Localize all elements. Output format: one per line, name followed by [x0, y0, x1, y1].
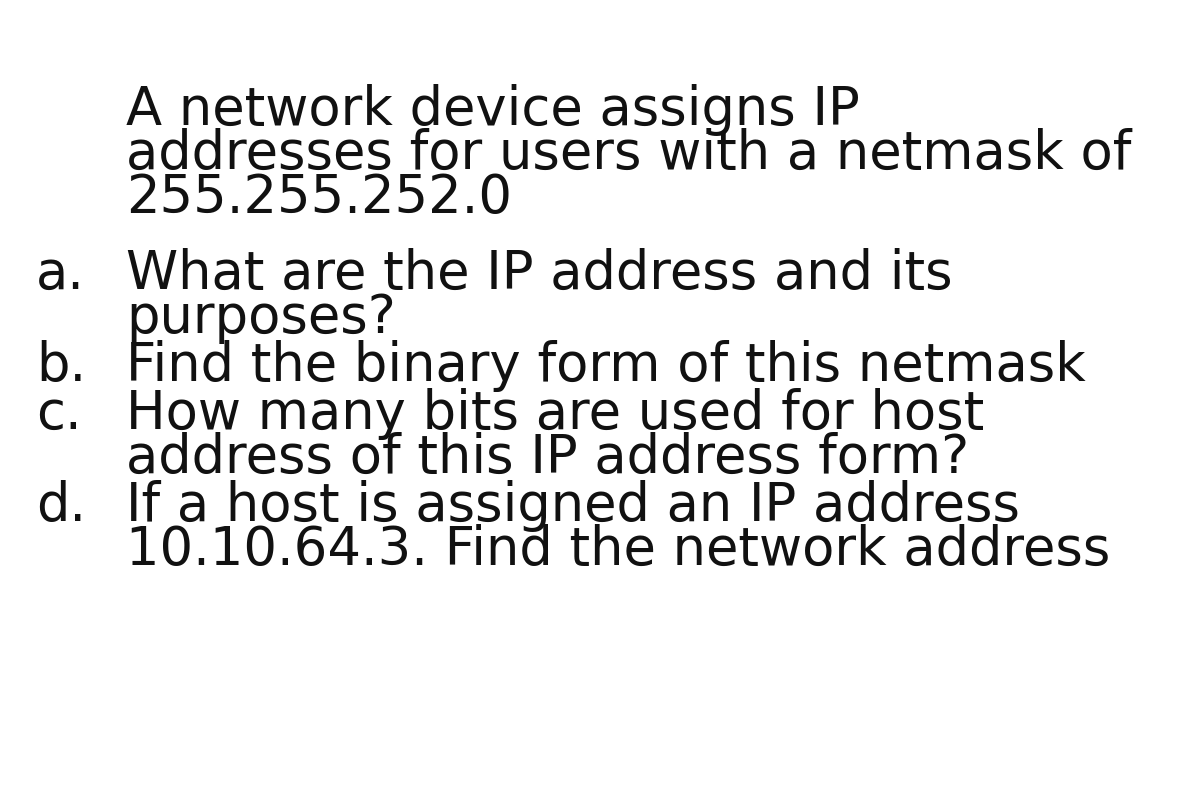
Text: address of this IP address form?: address of this IP address form?: [126, 432, 970, 484]
Text: Find the binary form of this netmask: Find the binary form of this netmask: [126, 340, 1086, 392]
Text: How many bits are used for host: How many bits are used for host: [126, 388, 984, 440]
Text: d.: d.: [36, 480, 86, 532]
Text: b.: b.: [36, 340, 86, 392]
Text: 255.255.252.0: 255.255.252.0: [126, 172, 512, 224]
Text: c.: c.: [36, 388, 82, 440]
Text: If a host is assigned an IP address: If a host is assigned an IP address: [126, 480, 1020, 532]
Text: purposes?: purposes?: [126, 292, 396, 344]
Text: a.: a.: [36, 248, 85, 300]
Text: addresses for users with a netmask of: addresses for users with a netmask of: [126, 128, 1132, 180]
Text: What are the IP address and its: What are the IP address and its: [126, 248, 953, 300]
Text: 10.10.64.3. Find the network address: 10.10.64.3. Find the network address: [126, 524, 1110, 576]
Text: A network device assigns IP: A network device assigns IP: [126, 84, 859, 136]
